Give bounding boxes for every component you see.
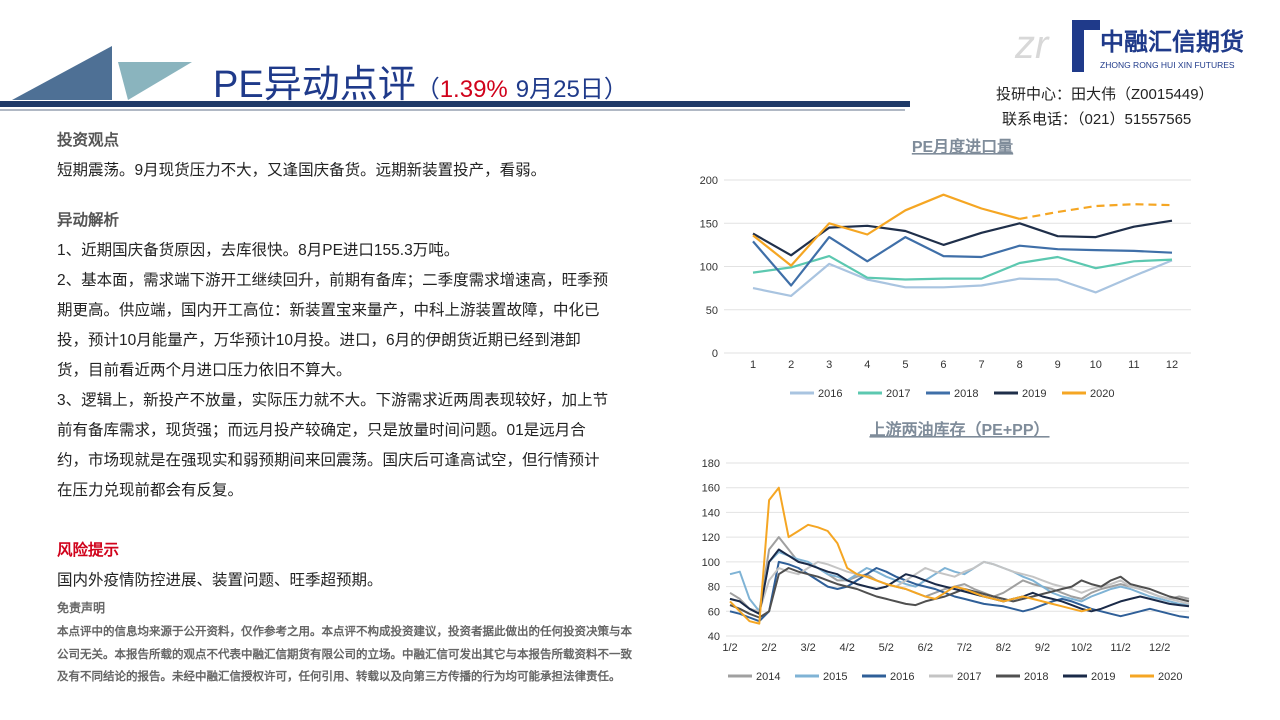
heading: 风险提示 (57, 542, 120, 559)
x-tick-label: 3 (826, 359, 832, 371)
y-tick-label: 140 (702, 507, 720, 519)
x-tick-label: 5/2 (879, 642, 894, 654)
title-main: PE异动点评 (213, 64, 416, 106)
x-tick-label: 3/2 (800, 642, 815, 654)
paragraph: 3、逻辑上，新投产不放量，实际压力就不大。下游需求近两周表现较好，加上节前有备库… (57, 392, 609, 499)
heading: 异动解析 (57, 212, 120, 229)
x-tick-label: 12/2 (1149, 642, 1170, 654)
x-tick-label: 11/2 (1110, 642, 1131, 654)
y-tick-label: 120 (702, 532, 720, 544)
y-tick-label: 180 (702, 458, 720, 470)
legend-label: 2019 (1091, 671, 1115, 683)
logo-f (1072, 20, 1100, 30)
x-tick-label: 7 (978, 359, 984, 371)
title: PE异动点评（1.39% 9月25日） (213, 64, 628, 106)
x-tick-label: 10 (1090, 359, 1102, 371)
header-bar (0, 101, 910, 107)
y-tick-label: 150 (700, 218, 718, 230)
x-tick-label: 2 (788, 359, 794, 371)
x-tick-label: 7/2 (957, 642, 972, 654)
series-line (729, 560, 1190, 613)
legend-label: 2019 (1022, 388, 1046, 400)
legend-label: 2017 (886, 388, 910, 400)
series-line (752, 259, 1173, 297)
x-tick-label: 5 (902, 359, 908, 371)
paragraph: 短期震荡。9月现货压力不大，又逢国庆备货。远期新装置投产，看弱。 (57, 162, 547, 179)
series-line (729, 551, 1190, 613)
author: 投研中心：田大伟（Z0015449） (996, 86, 1214, 103)
phone: 联系电话：（021）51557565 (1002, 111, 1191, 128)
y-tick-label: 60 (708, 606, 720, 618)
legend-label: 2016 (818, 388, 842, 400)
series-line (752, 193, 1020, 267)
paragraph: 1、近期国庆备货原因，去库很快。8月PE进口155.3万吨。 (57, 242, 460, 259)
y-tick-label: 100 (702, 557, 720, 569)
chart-title: PE月度进口量 (912, 137, 1013, 156)
legend-label: 2015 (823, 671, 847, 683)
date: 9月25日 (516, 76, 604, 103)
deco (118, 62, 192, 100)
legend-label: 2017 (957, 671, 981, 683)
legend-label: 2016 (890, 671, 914, 683)
logo-mark: zr (1014, 23, 1050, 67)
series-line (1019, 203, 1173, 220)
paren: ） (604, 76, 628, 103)
logo-f (1072, 20, 1084, 72)
series-line (752, 236, 1173, 287)
series-line (729, 567, 1190, 619)
series-line (752, 219, 1173, 257)
legend-label: 2020 (1090, 388, 1114, 400)
logo-en: ZHONG RONG HUI XIN FUTURES (1100, 60, 1235, 70)
y-tick-label: 100 (700, 262, 718, 274)
legend-label: 2018 (954, 388, 978, 400)
deco (12, 46, 112, 100)
paragraph: 2、基本面，需求端下游开工继续回升，前期有备库；二季度需求增速高，旺季预期更高。… (57, 272, 609, 379)
y-tick-label: 50 (706, 305, 718, 317)
y-tick-label: 0 (712, 348, 718, 360)
x-tick-label: 10/2 (1071, 642, 1092, 654)
chart-title: 上游两油库存（PE+PP） (869, 420, 1049, 439)
x-tick-label: 6 (940, 359, 946, 371)
series-line (729, 486, 1092, 625)
legend-label: 2018 (1024, 671, 1048, 683)
series-line (752, 255, 1173, 281)
y-tick-label: 80 (708, 582, 720, 594)
x-tick-label: 8/2 (996, 642, 1011, 654)
y-tick-label: 200 (700, 175, 718, 187)
x-tick-label: 1 (750, 359, 756, 371)
heading: 投资观点 (57, 132, 120, 149)
paren: （ (416, 76, 440, 103)
x-tick-label: 11 (1128, 359, 1139, 371)
x-tick-label: 4/2 (840, 642, 855, 654)
x-tick-label: 12 (1166, 359, 1178, 371)
y-tick-label: 160 (702, 483, 720, 495)
disclaimer-heading: 免责声明 (57, 601, 106, 615)
legend-label: 2014 (756, 671, 780, 683)
series-line (729, 548, 1190, 615)
x-tick-label: 6/2 (918, 642, 933, 654)
x-tick-label: 8 (1017, 359, 1023, 371)
x-tick-label: 9 (1055, 359, 1061, 371)
header-line (0, 109, 905, 111)
x-tick-label: 4 (864, 359, 870, 371)
x-tick-label: 9/2 (1035, 642, 1050, 654)
disclaimer: 本点评中的信息均来源于公开资料，仅作参考之用。本点评不构成投资建议，投资者据此做… (57, 626, 632, 683)
change: 1.39% (440, 76, 508, 103)
paragraph: 国内外疫情防控进展、装置问题、旺季超预期。 (57, 572, 383, 589)
logo-cn: 中融汇信期货 (1100, 28, 1244, 56)
y-tick-label: 40 (708, 631, 720, 643)
legend-label: 2020 (1158, 671, 1182, 683)
x-tick-label: 1/2 (722, 642, 737, 654)
x-tick-label: 2/2 (761, 642, 776, 654)
